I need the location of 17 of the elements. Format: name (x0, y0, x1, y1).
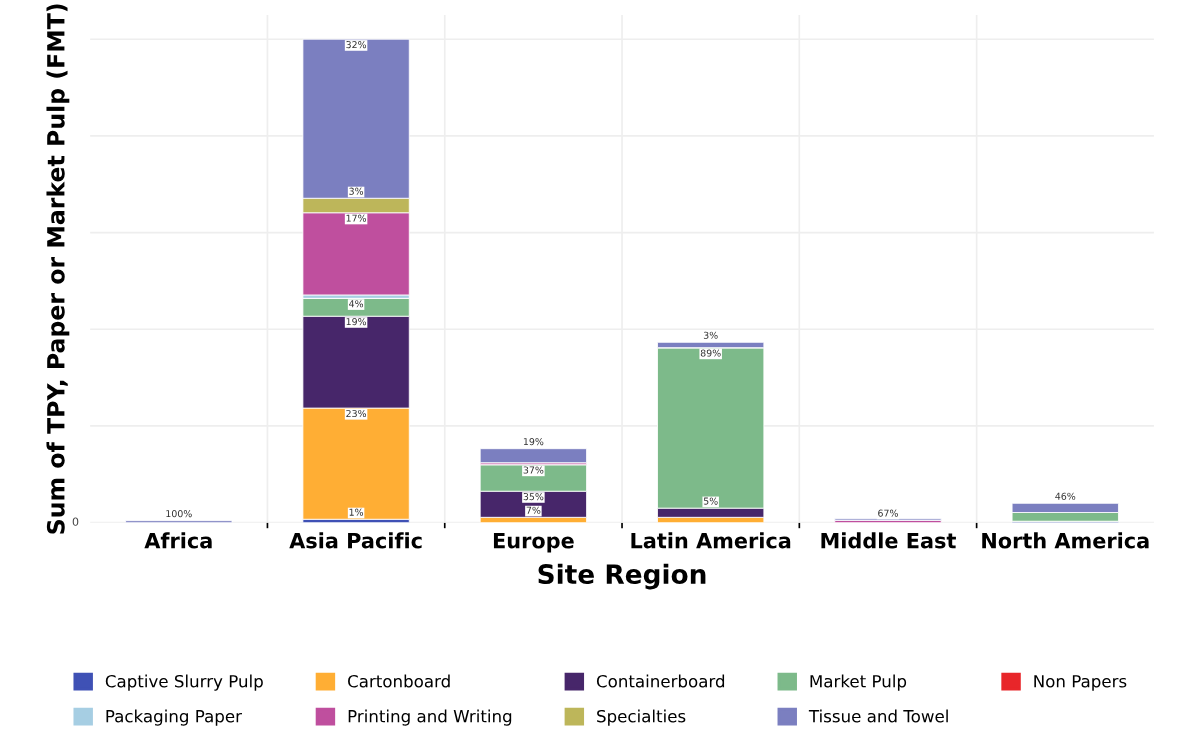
legend-label: Non Papers (1034, 675, 1127, 691)
legend-label: Cartonboard (348, 674, 450, 688)
x-axis-title: Site Region (538, 563, 706, 590)
legend-label: Tissue and Towel (808, 709, 948, 723)
x-tick-label: Asia Pacific (289, 532, 422, 549)
legend-label: Containerboard (596, 674, 725, 688)
x-tick-label: Africa (144, 532, 212, 549)
x-tick-label: Middle East (821, 532, 956, 549)
legend-label: Specialties (597, 709, 686, 726)
x-tick-label: North America (982, 532, 1149, 549)
legend-label: Market Pulp (810, 674, 907, 691)
legend-label: Captive Slurry Pulp (105, 674, 263, 691)
x-tick-label: Europe (493, 533, 574, 553)
legend-label: Printing and Writing (348, 709, 512, 726)
y-axis-title: Sum of TPY, Paper or Market Pulp (FMT) (46, 4, 70, 534)
legend-label: Packaging Paper (106, 709, 242, 726)
x-tick-label: Latin America (631, 532, 791, 549)
